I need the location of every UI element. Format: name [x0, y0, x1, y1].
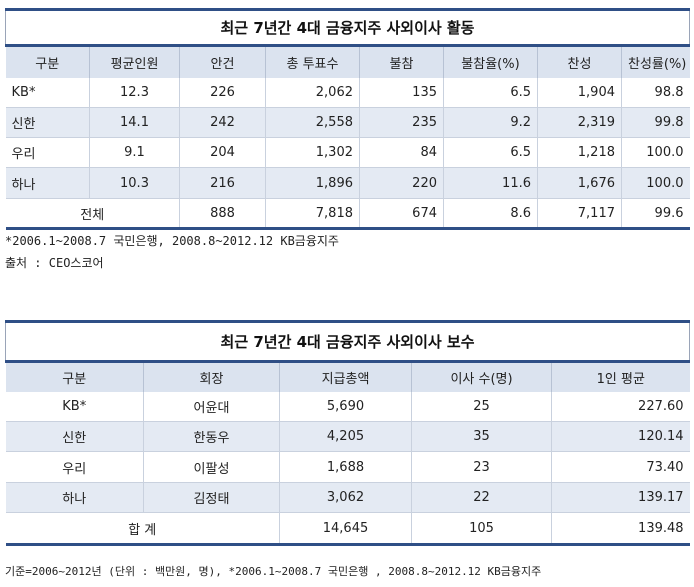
cell: 84: [359, 137, 444, 168]
cell: 12.3: [89, 77, 180, 108]
compensation-table: 최근 7년간 4대 금융지주 사외이사 보수 구분 회장 지급총액 이사 수(명…: [4, 320, 691, 546]
cell: 6.5: [443, 77, 538, 108]
header-avg-members: 평균인원: [89, 45, 180, 78]
header-agenda: 안건: [179, 45, 266, 78]
row-label: 신한: [5, 107, 90, 138]
cell: 11.6: [443, 167, 538, 199]
cell: 9.2: [443, 107, 538, 138]
header-absence-rate: 불참율(%): [443, 45, 538, 78]
cell: 100.0: [621, 137, 690, 168]
header-absence: 불참: [359, 45, 444, 78]
total-label: 전체: [5, 198, 180, 230]
cell: 25: [411, 391, 552, 422]
compensation-table-title: 최근 7년간 4대 금융지주 사외이사 보수: [4, 320, 691, 363]
header-per-person-avg: 1인 평균: [551, 361, 690, 392]
table-row: KB* 12.3 226 2,062 135 6.5 1,904 98.8: [5, 77, 690, 108]
table-row: 하나 10.3 216 1,896 220 11.6 1,676 100.0: [5, 167, 690, 199]
cell: 5,690: [279, 391, 412, 422]
header-chairman: 회장: [143, 361, 280, 392]
cell: 14.1: [89, 107, 180, 138]
cell: 2,062: [265, 77, 360, 108]
cell: 2,558: [265, 107, 360, 138]
cell: 100.0: [621, 167, 690, 199]
row-label: KB*: [5, 391, 144, 422]
cell: 216: [179, 167, 266, 199]
cell: 3,062: [279, 482, 412, 513]
cell: 4,205: [279, 421, 412, 452]
cell: 14,645: [279, 512, 412, 546]
table-row: 신한 14.1 242 2,558 235 9.2 2,319 99.8: [5, 107, 690, 138]
header-total-paid: 지급총액: [279, 361, 412, 392]
row-label: KB*: [5, 77, 90, 108]
cell: 1,676: [537, 167, 622, 199]
cell: 1,904: [537, 77, 622, 108]
cell: 139.48: [551, 512, 690, 546]
cell: 이팔성: [143, 451, 280, 483]
table-row: 신한 한동우 4,205 35 120.14: [5, 421, 690, 452]
header-director-count: 이사 수(명): [411, 361, 552, 392]
cell: 139.17: [551, 482, 690, 513]
cell: 242: [179, 107, 266, 138]
cell: 204: [179, 137, 266, 168]
cell: 7,818: [265, 198, 360, 230]
cell: 135: [359, 77, 444, 108]
cell: 어윤대: [143, 391, 280, 422]
table-row: 하나 김정태 3,062 22 139.17: [5, 482, 690, 513]
row-label: 우리: [5, 137, 90, 168]
header-total-votes: 총 투표수: [265, 45, 360, 78]
cell: 10.3: [89, 167, 180, 199]
compensation-footnote: 기준=2006~2012년 (단위 : 백만원, 명), *2006.1~200…: [5, 565, 542, 578]
cell: 98.8: [621, 77, 690, 108]
cell: 9.1: [89, 137, 180, 168]
total-row: 전체 888 7,818 674 8.6 7,117 99.6: [5, 198, 690, 230]
activity-table-title: 최근 7년간 4대 금융지주 사외이사 활동: [5, 8, 690, 47]
row-label: 하나: [5, 482, 144, 513]
cell: 1,302: [265, 137, 360, 168]
cell: 김정태: [143, 482, 280, 513]
cell: 99.6: [621, 198, 690, 230]
header-approval-rate: 찬성률(%): [621, 45, 690, 78]
cell: 120.14: [551, 421, 690, 452]
cell: 226: [179, 77, 266, 108]
activity-table: 최근 7년간 4대 금융지주 사외이사 활동 구분 평균인원 안건 총 투표수 …: [5, 8, 690, 230]
cell: 674: [359, 198, 444, 230]
cell: 888: [179, 198, 266, 230]
cell: 23: [411, 451, 552, 483]
cell: 7,117: [537, 198, 622, 230]
cell: 227.60: [551, 391, 690, 422]
cell: 1,896: [265, 167, 360, 199]
cell: 1,688: [279, 451, 412, 483]
row-label: 신한: [5, 421, 144, 452]
table-row: 우리 이팔성 1,688 23 73.40: [5, 451, 690, 483]
cell: 22: [411, 482, 552, 513]
cell: 1,218: [537, 137, 622, 168]
header-category: 구분: [5, 361, 144, 392]
cell: 220: [359, 167, 444, 199]
header-category: 구분: [5, 45, 90, 78]
cell: 8.6: [443, 198, 538, 230]
header-approval: 찬성: [537, 45, 622, 78]
table-row: 우리 9.1 204 1,302 84 6.5 1,218 100.0: [5, 137, 690, 168]
total-label: 합 계: [5, 512, 280, 546]
cell: 73.40: [551, 451, 690, 483]
cell: 한동우: [143, 421, 280, 452]
cell: 105: [411, 512, 552, 546]
table-row: KB* 어윤대 5,690 25 227.60: [5, 391, 690, 422]
activity-source: 출처 : CEO스코어: [5, 256, 104, 270]
row-label: 하나: [5, 167, 90, 199]
total-row: 합 계 14,645 105 139.48: [5, 512, 690, 546]
cell: 35: [411, 421, 552, 452]
cell: 2,319: [537, 107, 622, 138]
cell: 235: [359, 107, 444, 138]
activity-footnote: *2006.1~2008.7 국민은행, 2008.8~2012.12 KB금융…: [5, 234, 339, 248]
row-label: 우리: [5, 451, 144, 483]
cell: 99.8: [621, 107, 690, 138]
cell: 6.5: [443, 137, 538, 168]
